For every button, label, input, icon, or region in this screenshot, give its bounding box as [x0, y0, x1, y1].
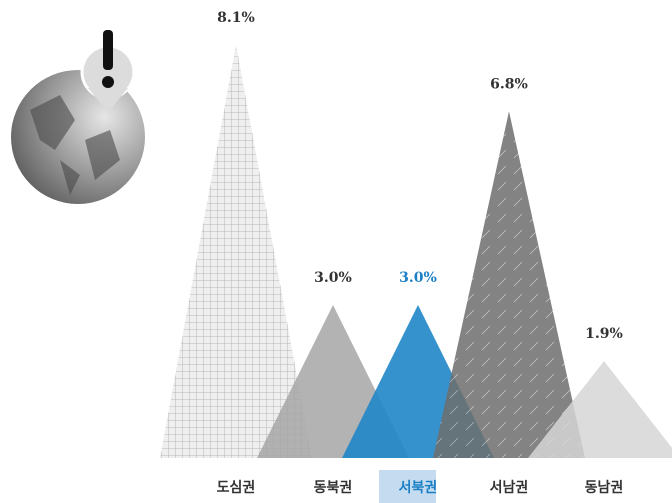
category-label: 동남권: [585, 479, 624, 496]
globe-icon: [11, 30, 145, 204]
value-label: 8.1%: [217, 10, 255, 26]
category-label: 동북권: [314, 480, 353, 496]
category-label: 서남권: [490, 479, 529, 496]
triangle: [528, 361, 672, 458]
triangle: [433, 111, 585, 459]
category-label: 도심권: [217, 480, 256, 496]
highlight-background: [379, 470, 436, 503]
value-label: 6.8%: [490, 76, 528, 92]
triangle: [160, 45, 312, 458]
value-label: 3.0%: [314, 270, 352, 286]
category-label: 서북권: [399, 480, 438, 496]
value-label: 3.0%: [399, 270, 437, 286]
value-label: 1.9%: [585, 326, 623, 342]
